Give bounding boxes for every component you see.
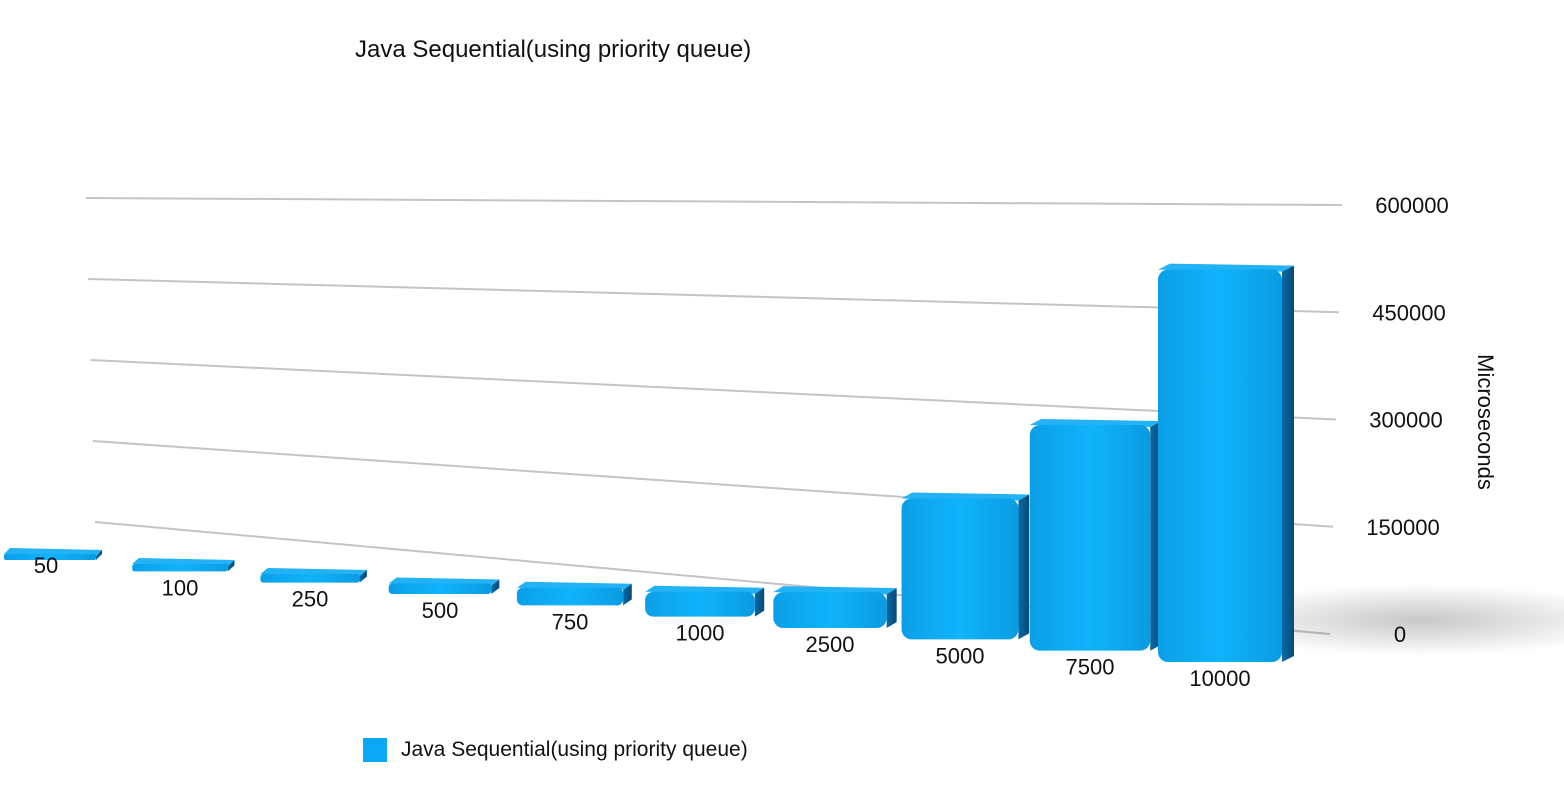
bar-side <box>227 560 235 572</box>
legend-label: Java Sequential(using priority queue) <box>401 738 748 761</box>
bar-front <box>132 564 228 572</box>
x-tick-label: 5000 <box>936 643 985 668</box>
y-tick-label: 150000 <box>1366 515 1439 540</box>
x-tick-label: 50 <box>34 553 58 578</box>
bar-front <box>516 587 624 606</box>
y-axis-label: Microseconds <box>1473 354 1498 490</box>
legend: Java Sequential(using priority queue) <box>363 738 748 762</box>
bar-side <box>1282 265 1294 662</box>
x-tick-label: 2500 <box>806 632 855 657</box>
x-tick-label: 500 <box>422 598 459 623</box>
gridline <box>88 278 1340 314</box>
bar-front <box>1029 425 1151 651</box>
x-tick-label: 10000 <box>1189 666 1250 691</box>
y-tick-label: 0 <box>1394 622 1406 647</box>
bar <box>4 548 102 560</box>
x-tick-label: 1000 <box>676 621 725 646</box>
bar-front <box>388 583 492 594</box>
x-tick-label: 100 <box>162 575 199 600</box>
chart-title: Java Sequential(using priority queue) <box>355 36 752 63</box>
bar-side <box>491 579 500 594</box>
y-tick-label: 600000 <box>1375 193 1448 218</box>
y-tick-label: 300000 <box>1369 408 1442 433</box>
bar-front <box>4 554 96 560</box>
x-tick-label: 750 <box>552 609 589 634</box>
bar-front <box>645 591 755 617</box>
bar-front <box>1158 269 1282 662</box>
bar <box>260 568 367 583</box>
bar-front <box>260 574 360 583</box>
bar <box>901 492 1030 640</box>
bar <box>388 577 500 594</box>
bar <box>516 581 632 606</box>
gridline <box>90 359 1337 421</box>
bar-side <box>359 570 367 583</box>
bar <box>773 586 897 628</box>
bar-front <box>901 498 1019 640</box>
x-tick-label: 7500 <box>1066 655 1115 680</box>
bar <box>1158 263 1294 662</box>
y-tick-label: 450000 <box>1372 300 1445 325</box>
bar <box>1029 419 1162 651</box>
legend-swatch <box>363 738 387 762</box>
bar-side <box>754 587 765 617</box>
bar-side <box>1018 494 1030 640</box>
gridline <box>85 197 1343 206</box>
bar-side <box>96 550 102 560</box>
bar <box>645 585 765 617</box>
bar-side <box>886 588 897 628</box>
x-tick-label: 250 <box>292 587 329 612</box>
bar-side <box>623 583 632 606</box>
bar-front <box>773 592 887 628</box>
bar <box>132 558 235 572</box>
